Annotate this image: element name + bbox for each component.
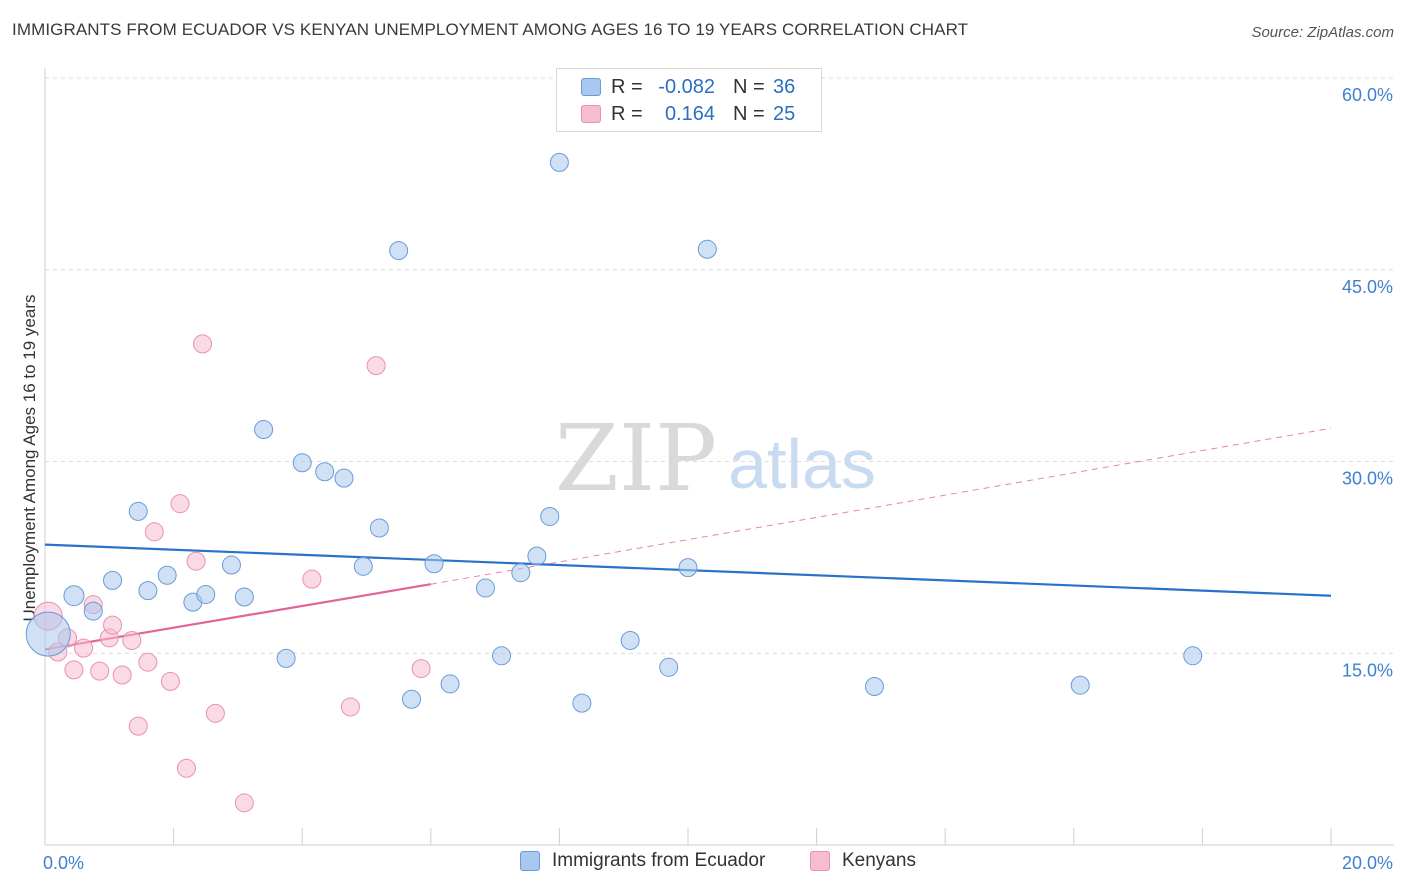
legend-item-ecuador[interactable]: Immigrants from Ecuador: [520, 850, 765, 872]
ecuador-point: [138, 581, 158, 601]
legend-label-ecuador: Immigrants from Ecuador: [552, 850, 766, 871]
watermark-zip: ZIP: [555, 405, 717, 512]
kenyan-point: [144, 522, 164, 542]
ecuador-point: [276, 648, 296, 668]
kenyan-point: [122, 630, 142, 650]
ecuador-point: [315, 462, 335, 482]
y-tick-label: 60.0%: [1342, 85, 1393, 105]
n-value: 25: [773, 102, 796, 125]
kenyan-point: [103, 615, 123, 635]
ecuador-point: [1183, 646, 1203, 666]
ecuador-point: [25, 611, 71, 657]
kenyan-trendline-extension: [430, 427, 1332, 585]
kenyan-swatch: [581, 105, 601, 123]
kenyan-point: [170, 494, 190, 514]
ecuador-point: [196, 584, 216, 604]
r-label: R =: [611, 102, 643, 125]
ecuador-point: [475, 578, 495, 598]
kenyan-point: [160, 671, 180, 691]
legend-row-ecuador: R = -0.082 N = 36: [581, 74, 795, 100]
ecuador-point: [353, 556, 373, 576]
legend-item-kenyans[interactable]: Kenyans: [810, 850, 916, 872]
ecuador-point: [292, 453, 312, 473]
ecuador-point: [63, 585, 85, 607]
ecuador-point: [1070, 675, 1090, 695]
kenyan-point: [366, 356, 386, 376]
kenyan-point: [138, 652, 158, 672]
ecuador-point: [234, 587, 254, 607]
x-tick-label: 0.0%: [43, 853, 84, 873]
ecuador-point: [678, 558, 698, 578]
ecuador-point: [864, 676, 884, 696]
kenyan-point: [340, 697, 360, 717]
ecuador-point: [549, 152, 569, 172]
r-value: -0.082: [658, 75, 715, 98]
ecuador-point: [540, 506, 560, 526]
y-tick-label: 30.0%: [1342, 469, 1393, 489]
kenyan-point: [302, 569, 322, 589]
n-value: 36: [773, 75, 796, 98]
ecuador-swatch: [581, 78, 601, 96]
kenyan-point: [205, 703, 225, 723]
ecuador-point: [511, 563, 531, 583]
ecuador-point: [527, 546, 547, 566]
watermark: ZIP atlas: [555, 405, 876, 512]
kenyan-point: [234, 793, 254, 813]
ecuador-point: [697, 239, 717, 259]
ecuador-point: [128, 501, 148, 521]
y-tick-label: 15.0%: [1342, 660, 1393, 680]
watermark-atlas: atlas: [728, 425, 876, 503]
ecuador-point: [424, 554, 444, 574]
n-label: N =: [733, 102, 765, 125]
kenyan-point: [411, 659, 431, 679]
r-value: 0.164: [664, 102, 715, 125]
ecuador-point: [572, 693, 592, 713]
kenyan-point: [74, 638, 94, 658]
ecuador-point: [369, 518, 389, 538]
n-label: N =: [733, 75, 765, 98]
ecuador-point: [334, 468, 354, 488]
chart-title: IMMIGRANTS FROM ECUADOR VS KENYAN UNEMPL…: [12, 20, 969, 39]
kenyan-swatch: [810, 851, 830, 871]
axes: [44, 68, 1394, 846]
ecuador-point: [402, 689, 422, 709]
legend-label-kenyans: Kenyans: [842, 850, 916, 871]
data-points: [25, 152, 1203, 813]
kenyan-point: [112, 665, 132, 685]
y-tick-label: 45.0%: [1342, 277, 1393, 297]
x-tick-label: 20.0%: [1342, 853, 1393, 873]
ecuador-swatch: [520, 851, 540, 871]
ecuador-point: [83, 601, 103, 621]
tick-labels: 15.0% 30.0% 45.0% 60.0% 0.0% 20.0%: [43, 85, 1393, 873]
ecuador-point: [157, 565, 177, 585]
kenyan-point: [186, 551, 206, 571]
kenyan-point: [64, 660, 84, 680]
ecuador-point: [492, 646, 512, 666]
ecuador-point: [659, 657, 679, 677]
ecuador-point: [221, 555, 241, 575]
ecuador-point: [103, 570, 123, 590]
source-credit: Source: ZipAtlas.com: [1251, 24, 1394, 41]
ecuador-point: [440, 674, 460, 694]
ecuador-point: [620, 630, 640, 650]
kenyan-point: [176, 758, 196, 778]
kenyan-point: [128, 716, 148, 736]
ecuador-point: [254, 420, 274, 440]
correlation-legend: R = -0.082 N = 36 R = 0.164 N = 25: [556, 68, 822, 132]
legend-row-kenyans: R = 0.164 N = 25: [581, 101, 795, 127]
kenyan-point: [90, 661, 110, 681]
r-label: R =: [611, 75, 643, 98]
grid-lines: [45, 77, 1394, 654]
kenyan-point: [193, 334, 213, 354]
ecuador-point: [389, 241, 409, 261]
